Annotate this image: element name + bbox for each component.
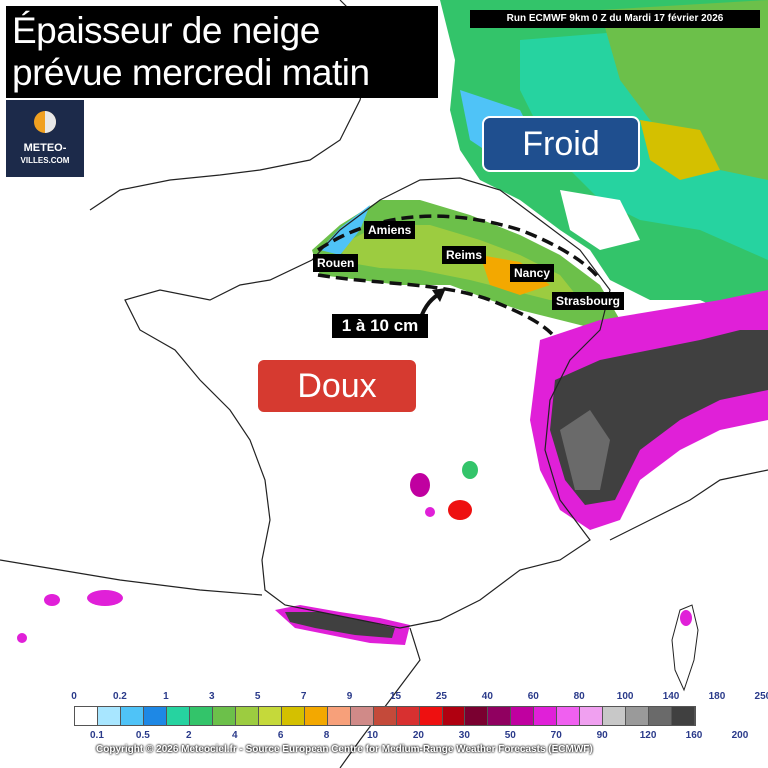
snow-field-alps — [530, 290, 768, 530]
band-boundary-north — [317, 214, 602, 282]
legend-tick-upper: 1 — [163, 691, 169, 702]
run-info: Run ECMWF 9km 0 Z du Mardi 17 février 20… — [470, 10, 760, 28]
city-label-strasbourg: Strasbourg — [552, 292, 625, 310]
legend-swatch — [97, 707, 121, 725]
title-line-1: Épaisseur de neige — [12, 10, 320, 51]
legend-tick-upper: 0 — [71, 691, 77, 702]
snow-patches-spain — [17, 590, 692, 643]
legend-tick-upper: 60 — [527, 691, 539, 702]
corsica-outline — [671, 604, 699, 692]
legend-tick-lower: 10 — [366, 730, 379, 741]
sun-moon-icon — [34, 111, 56, 133]
band-boundary-south — [317, 273, 554, 336]
legend-swatch — [603, 707, 627, 725]
legend-tick-upper: 25 — [435, 691, 447, 702]
legend-swatch — [672, 707, 696, 725]
legend-swatch — [350, 707, 374, 725]
snow-patches-massif-central — [410, 461, 478, 520]
legend-tick-upper: 180 — [708, 691, 726, 702]
legend-tick-lower: 6 — [277, 730, 284, 741]
legend-swatch — [189, 707, 213, 725]
title-line-2: prévue mercredi matin — [12, 52, 370, 93]
logo-text-2: VILLES.COM — [20, 156, 70, 165]
legend-tick-lower: 4 — [231, 730, 238, 741]
legend-swatch — [396, 707, 420, 725]
legend-swatch — [465, 707, 489, 725]
mild-zone-label: Doux — [297, 367, 377, 405]
spain-coast — [0, 559, 421, 768]
cold-zone-badge: Froid — [482, 116, 640, 172]
legend-swatch — [649, 707, 673, 725]
legend-swatch — [281, 707, 305, 725]
snow-field-pyrenees — [275, 605, 410, 645]
legend-swatch — [120, 707, 144, 725]
legend-tick-upper: 15 — [389, 691, 402, 702]
legend-swatch — [75, 707, 98, 725]
legend-swatch — [166, 707, 190, 725]
legend-swatch — [143, 707, 167, 725]
legend-tick-upper: 5 — [254, 691, 261, 702]
city-label-nancy: Nancy — [510, 264, 555, 282]
legend-tick-lower: 160 — [685, 730, 703, 741]
legend-swatch — [235, 707, 259, 725]
legend-tick-lower: 8 — [323, 730, 330, 741]
copyright-text: Copyright © 2026 Meteociel.fr - Source E… — [96, 744, 593, 755]
band-arrow-head — [432, 288, 446, 302]
legend-tick-lower: 30 — [458, 730, 470, 741]
italy-coast — [609, 469, 768, 541]
city-label-reims: Reims — [442, 246, 487, 264]
legend-tick-lower: 90 — [596, 730, 608, 741]
legend-swatch — [373, 707, 397, 725]
city-label-amiens: Amiens — [364, 221, 416, 239]
legend-swatch — [258, 707, 282, 725]
legend-tick-lower: 120 — [639, 730, 657, 741]
legend-tick-upper: 140 — [662, 691, 680, 702]
legend-tick-lower: 0.5 — [135, 730, 150, 741]
legend-tick-lower: 20 — [412, 730, 424, 741]
legend-tick-upper: 7 — [300, 691, 307, 702]
legend-swatch — [626, 707, 650, 725]
legend-tick-lower: 200 — [731, 730, 749, 741]
legend-swatch — [580, 707, 604, 725]
legend-swatch — [304, 707, 328, 725]
legend-swatch — [212, 707, 236, 725]
legend-tick-upper: 80 — [573, 691, 585, 702]
legend-tick-upper: 0.2 — [112, 691, 127, 702]
france-outline — [124, 177, 611, 629]
legend-swatch — [557, 707, 581, 725]
legend-tick-upper: 9 — [346, 691, 353, 702]
legend-tick-upper: 250 — [754, 691, 768, 702]
legend-swatch — [534, 707, 558, 725]
legend-tick-lower: 50 — [504, 730, 516, 741]
legend-tick-upper: 100 — [616, 691, 634, 702]
legend-tick-upper: 3 — [208, 691, 215, 702]
snow-depth-legend — [74, 706, 696, 726]
city-label-rouen: Rouen — [313, 254, 359, 272]
legend-swatch — [419, 707, 443, 725]
legend-tick-lower: 0.1 — [90, 730, 104, 741]
mild-zone-badge: Doux — [256, 358, 418, 414]
legend-tick-lower: 70 — [550, 730, 562, 741]
logo-text-1: METEO- — [23, 142, 67, 154]
snow-range-label: 1 à 10 cm — [332, 314, 428, 338]
cold-zone-label: Froid — [522, 125, 600, 163]
legend-tick-upper: 40 — [481, 691, 493, 702]
meteo-villes-logo: METEO- VILLES.COM — [6, 100, 84, 177]
legend-swatch — [442, 707, 466, 725]
legend-swatch — [327, 707, 351, 725]
legend-tick-lower: 2 — [186, 730, 192, 741]
map-title: Épaisseur de neige prévue mercredi matin — [6, 6, 438, 98]
legend-swatch — [488, 707, 512, 725]
legend-swatch — [511, 707, 535, 725]
